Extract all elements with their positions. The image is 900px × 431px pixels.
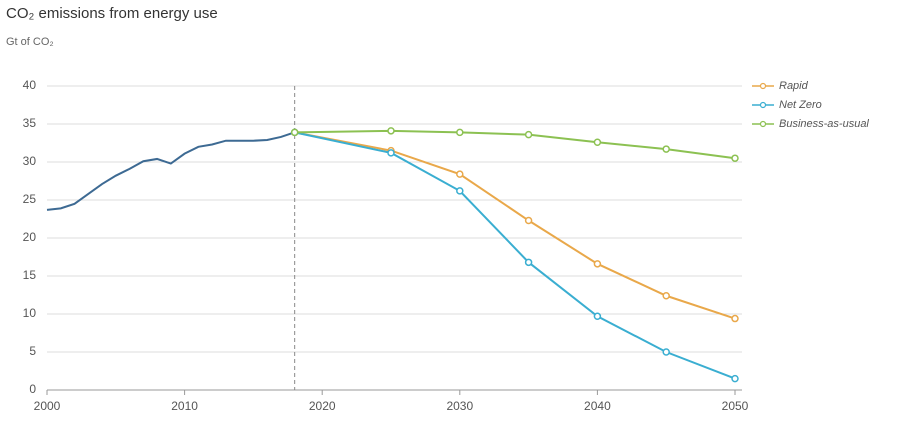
point (524, 216, 533, 225)
legend-label: Business-as-usual (779, 118, 869, 130)
y-tick-label: 35 (23, 116, 37, 130)
point (456, 187, 464, 195)
legend-label: Rapid (779, 80, 809, 92)
y-tick-label: 15 (23, 268, 37, 282)
point (662, 145, 670, 153)
point (524, 258, 533, 267)
y-tick-label: 10 (23, 306, 37, 320)
y-tick-label: 0 (29, 382, 36, 396)
legend-label: Net Zero (779, 99, 822, 111)
point (731, 154, 739, 162)
chart-title: CO₂ emissions from energy use (6, 5, 218, 22)
y-tick-label: 30 (23, 154, 37, 168)
point (731, 314, 739, 323)
point (456, 170, 464, 178)
point (456, 128, 464, 137)
series-line (294, 131, 736, 380)
y-tick-label: 25 (23, 192, 37, 206)
point (387, 149, 395, 157)
series-line (46, 131, 295, 211)
point (387, 127, 395, 135)
point (290, 128, 299, 137)
legend-marker (759, 101, 767, 109)
x-tick-label: 2040 (584, 399, 611, 413)
point (524, 130, 533, 139)
x-tick-label: 2020 (309, 399, 336, 413)
x-tick-label: 2050 (722, 399, 749, 413)
point (593, 138, 602, 146)
point (731, 374, 739, 383)
y-tick-label: 20 (23, 230, 37, 244)
x-tick-label: 2030 (446, 399, 473, 413)
x-tick-label: 2000 (34, 399, 61, 413)
series-line (294, 131, 736, 320)
point (593, 260, 602, 268)
legend-marker (759, 82, 767, 90)
point (662, 348, 670, 356)
chart-subtitle: Gt of CO₂ (6, 36, 54, 48)
y-tick-label: 5 (29, 344, 36, 358)
legend-marker (759, 120, 767, 128)
point (662, 292, 670, 300)
point (593, 312, 602, 321)
y-tick-label: 40 (23, 78, 37, 92)
x-tick-label: 2010 (171, 399, 198, 413)
